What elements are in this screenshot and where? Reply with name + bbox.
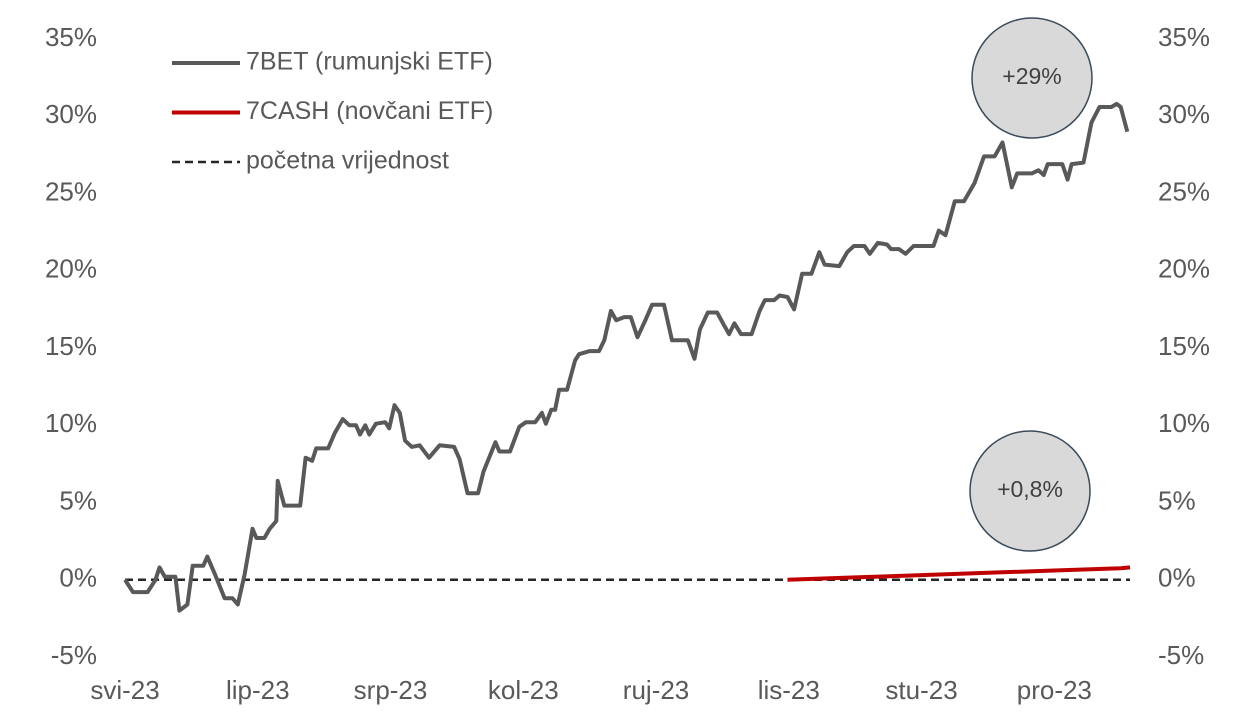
y-tick-label: -5% <box>51 640 97 670</box>
y2-tick-label: 25% <box>1158 176 1210 206</box>
y-tick-label: 5% <box>59 485 97 515</box>
x-tick-label: ruj-23 <box>623 675 689 705</box>
legend-label: početna vrijednost <box>246 147 449 175</box>
annotation: +29% <box>1002 63 1061 89</box>
y-tick-label: 0% <box>59 563 97 593</box>
y2-tick-label: -5% <box>1158 640 1204 670</box>
series-line <box>787 565 1131 582</box>
y2-tick-label: 35% <box>1158 22 1210 52</box>
y2-tick-label: 0% <box>1158 563 1196 593</box>
annotation-bubble <box>971 17 1093 139</box>
y-tick-label: 30% <box>45 99 97 129</box>
y-tick-label: 15% <box>45 331 97 361</box>
y2-tick-label: 15% <box>1158 331 1210 361</box>
x-tick-label: lis-23 <box>758 675 820 705</box>
y2-tick-label: 30% <box>1158 99 1210 129</box>
y-tick-label: 10% <box>45 408 97 438</box>
x-tick-label: stu-23 <box>885 675 957 705</box>
y2-tick-label: 20% <box>1158 254 1210 284</box>
x-tick-label: pro-23 <box>1017 675 1092 705</box>
legend-label: 7BET (rumunjski ETF) <box>246 48 493 76</box>
legend-label: 7CASH (novčani ETF) <box>246 97 493 125</box>
annotation: +0,8% <box>997 476 1063 502</box>
y-tick-label: 20% <box>45 254 97 284</box>
y2-tick-label: 10% <box>1158 408 1210 438</box>
series-line <box>123 101 1130 613</box>
y-tick-label: 25% <box>45 176 97 206</box>
x-tick-label: kol-23 <box>488 675 559 705</box>
x-tick-label: svi-23 <box>90 675 159 705</box>
y-tick-label: 35% <box>45 22 97 52</box>
x-tick-label: srp-23 <box>354 675 428 705</box>
y2-tick-label: 5% <box>1158 485 1196 515</box>
x-tick-label: lip-23 <box>226 675 290 705</box>
annotation-bubble <box>969 430 1091 552</box>
